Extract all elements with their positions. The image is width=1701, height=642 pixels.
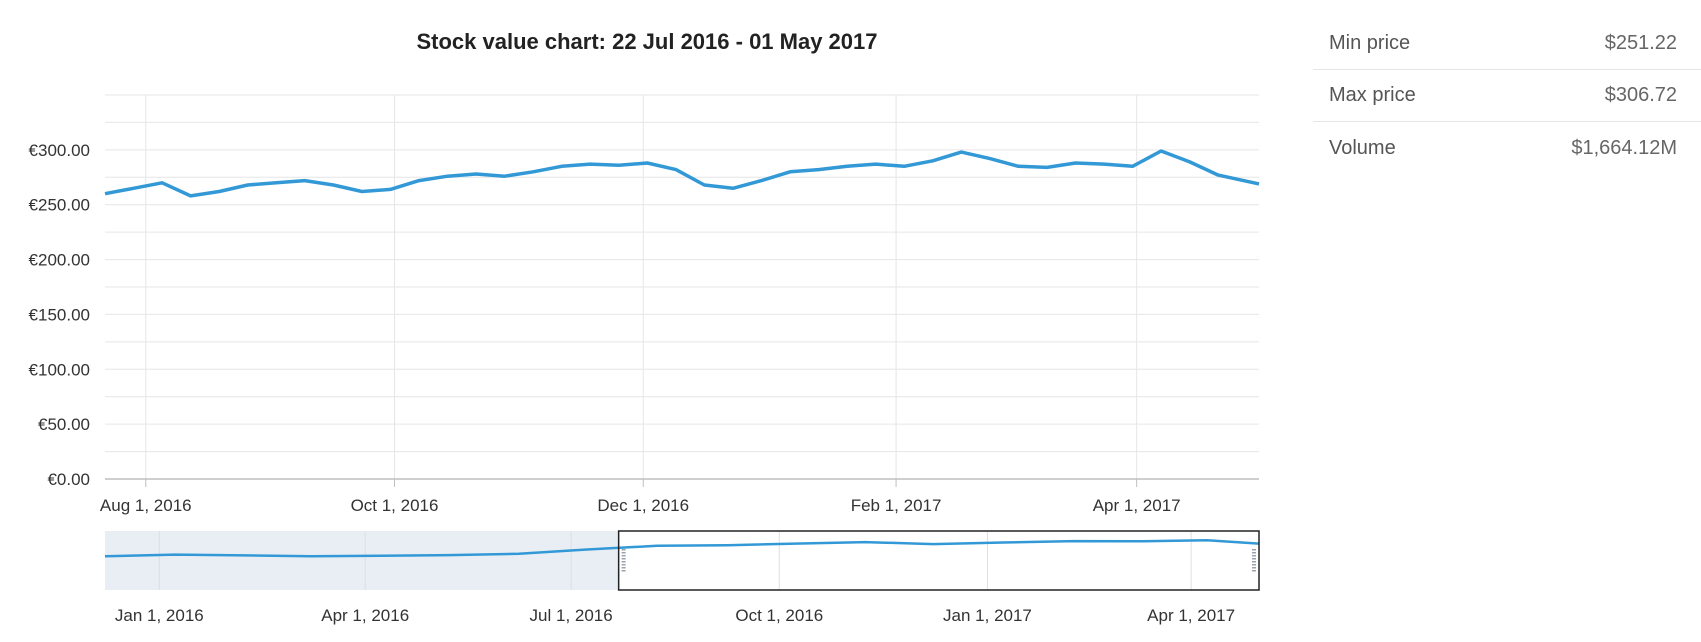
stat-value: $306.72: [1604, 84, 1677, 106]
stat-label: Min price: [1329, 32, 1411, 54]
y-tick-label: €100.00: [29, 360, 90, 379]
stats-panel: Min price $251.22 Max price $306.72 Volu…: [1313, 18, 1701, 174]
stat-value: $1,664.12M: [1571, 136, 1677, 159]
x-tick-label: Aug 1, 2016: [100, 496, 192, 515]
handle-grip: [621, 561, 626, 563]
x-axis: Aug 1, 2016 Oct 1, 2016 Dec 1, 2016 Feb 1, …: [100, 479, 1181, 515]
chart-title: Stock value chart: 22 Jul 2016 - 01 May …: [416, 29, 877, 54]
x-tick-label: Oct 1, 2016: [351, 496, 439, 515]
navigator-x-tick-label: Jul 1, 2016: [530, 606, 613, 625]
navigator-x-tick-label: Jan 1, 2017: [943, 606, 1032, 625]
y-tick-label: €150.00: [29, 305, 90, 324]
navigator[interactable]: Jan 1, 2016 Apr 1, 2016 Jul 1, 2016 Oct 1, …: [104, 530, 1260, 625]
x-tick-label: Feb 1, 2017: [851, 496, 942, 515]
y-axis: €0.00 €50.00 €100.00 €150.00 €200.00 €250.00 €…: [29, 141, 90, 489]
stock-chart: Stock value chart: 22 Jul 2016 - 01 May …: [29, 29, 1260, 625]
handle-grip: [1252, 558, 1256, 560]
navigator-unselected-area: [105, 531, 619, 590]
stat-row-max-price: Max price $306.72: [1313, 70, 1701, 122]
navigator-x-tick-label: Apr 1, 2016: [321, 606, 409, 625]
stat-label: Volume: [1329, 136, 1396, 159]
navigator-left-handle[interactable]: [621, 549, 626, 572]
handle-grip: [1252, 552, 1256, 554]
stat-label: Max price: [1329, 84, 1416, 106]
main-grid: [105, 94, 1259, 479]
navigator-selection-window[interactable]: [617, 530, 1260, 591]
handle-grip: [621, 552, 626, 554]
handle-grip: [621, 567, 626, 569]
x-tick-label: Apr 1, 2017: [1093, 496, 1181, 515]
stat-row-min-price: Min price $251.22: [1313, 18, 1701, 70]
navigator-right-handle[interactable]: [1252, 549, 1256, 572]
handle-grip: [1252, 570, 1256, 572]
handle-grip: [621, 570, 626, 572]
handle-grip: [1252, 555, 1256, 557]
y-tick-label: €200.00: [29, 251, 90, 270]
handle-grip: [621, 549, 626, 551]
navigator-x-tick-label: Jan 1, 2016: [115, 606, 204, 625]
navigator-series-line: [104, 539, 1260, 558]
navigator-x-tick-label: Apr 1, 2017: [1147, 606, 1235, 625]
navigator-x-tick-label: Oct 1, 2016: [735, 606, 823, 625]
handle-grip: [621, 555, 626, 557]
handle-grip: [1252, 561, 1256, 563]
handle-grip: [621, 564, 626, 566]
stat-row-volume: Volume $1,664.12M: [1313, 122, 1701, 174]
y-tick-label: €50.00: [38, 415, 90, 434]
x-tick-label: Dec 1, 2016: [597, 496, 689, 515]
y-tick-label: €300.00: [29, 141, 90, 160]
handle-grip: [1252, 564, 1256, 566]
stat-value: $251.22: [1604, 32, 1677, 54]
handle-grip: [1252, 567, 1256, 569]
y-tick-label: €250.00: [29, 196, 90, 215]
y-tick-label: €0.00: [47, 470, 90, 489]
handle-grip: [1252, 549, 1256, 551]
navigator-x-axis: Jan 1, 2016 Apr 1, 2016 Jul 1, 2016 Oct 1, …: [115, 606, 1235, 625]
price-series-line: [104, 149, 1260, 198]
handle-grip: [621, 558, 626, 560]
